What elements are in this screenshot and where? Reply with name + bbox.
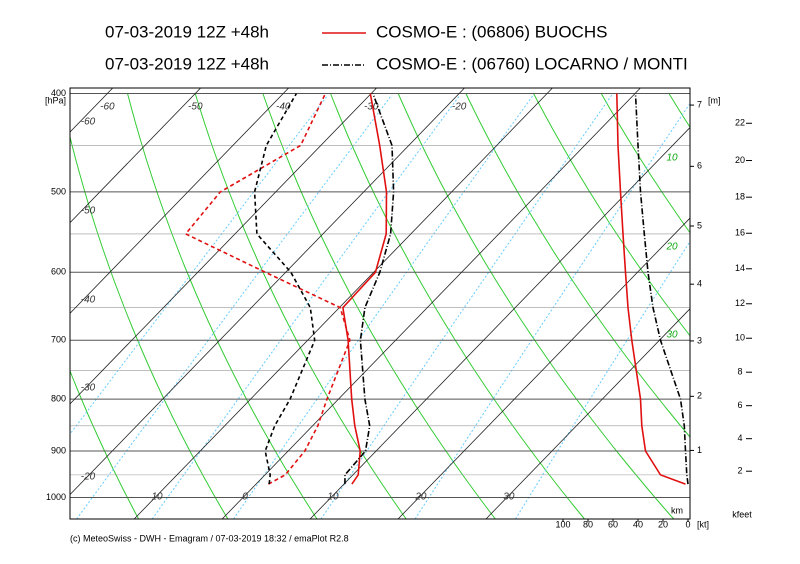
isotherm	[485, 308, 690, 519]
dry-adiabat	[126, 92, 318, 519]
dewpoint-profile	[184, 93, 351, 485]
kfeet-unit: kfeet	[732, 509, 752, 519]
isotherm	[397, 217, 690, 519]
dry-adiabat	[70, 134, 229, 519]
mixing-ratio-line	[70, 94, 329, 435]
background-grid	[0, 88, 800, 519]
isotherm	[221, 88, 641, 519]
dry-adiabat	[194, 92, 407, 519]
x-tick-label: 10	[152, 492, 164, 503]
wind-tick-label: 20	[658, 519, 668, 529]
dry-adiabat	[329, 92, 585, 519]
mixing-ratio-line	[414, 102, 690, 519]
top-isotherm-label: -50	[188, 102, 203, 113]
isotherm	[70, 88, 465, 496]
side-label: -40	[81, 295, 96, 306]
kfeet-tick-label: 12	[735, 298, 745, 308]
y-axis-label: [hPa]	[45, 95, 66, 105]
wind-tick-label: 0	[685, 519, 690, 529]
dry-adiabat	[465, 92, 690, 438]
km-tick-label: 1	[697, 445, 702, 455]
y-tick-label: 700	[51, 335, 66, 345]
x-tick-label: 20	[414, 492, 427, 503]
kfeet-tick-label: 4	[737, 433, 742, 443]
side-label: -30	[81, 383, 96, 394]
legend-run: 07-03-2019 12Z +48h	[105, 22, 269, 41]
kfeet-tick-label: 14	[735, 263, 745, 273]
dry-adiabat	[736, 93, 800, 519]
wind-tick-label: 40	[633, 519, 643, 529]
km-tick-label: 5	[697, 220, 702, 230]
kfeet-tick-label: 20	[735, 155, 745, 165]
top-isotherm-label: -40	[276, 102, 291, 113]
kfeet-tick-label: 16	[735, 228, 745, 238]
kfeet-tick-label: 22	[735, 118, 745, 128]
dry-adiabat	[262, 92, 496, 519]
km-tick-label: 3	[697, 335, 702, 345]
kfeet-tick-label: 2	[737, 466, 742, 476]
top-isotherm-label: -60	[100, 102, 115, 113]
side-label: -50	[81, 206, 96, 217]
dry-adiabat	[0, 93, 49, 519]
x-tick-label: 10	[327, 492, 339, 503]
kfeet-tick-label: 8	[737, 367, 742, 377]
wind-speed-profile	[616, 93, 686, 485]
mixing-ratio-line	[320, 94, 613, 519]
wind-unit: [kt]	[697, 519, 709, 529]
x-tick-label: 0	[242, 492, 248, 503]
legend-name: COSMO-E : (06806) BUOCHS	[376, 22, 607, 41]
side-label: -60	[81, 117, 96, 128]
km-tick-label: 6	[697, 161, 702, 171]
kfeet-tick-label: 10	[735, 333, 745, 343]
dry-adiabat	[600, 92, 690, 234]
isotherm	[70, 88, 377, 405]
wind-tick-label: 80	[583, 519, 593, 529]
x-tick-label: 30	[503, 492, 515, 503]
plot-frame	[69, 87, 691, 520]
legend-name: COSMO-E : (06760) LOCARNO / MONTI	[376, 54, 688, 73]
isotherm	[133, 88, 553, 519]
top-isotherm-label: -20	[452, 102, 467, 113]
y-tick-label: 400	[51, 88, 66, 98]
dry-adiabat	[397, 92, 675, 519]
y-tick-label: 800	[51, 393, 66, 403]
kfeet-tick-label: 6	[737, 400, 742, 410]
mixing-label: 10	[666, 153, 678, 164]
y-tick-label: 1000	[46, 492, 66, 502]
km-tick-label: 7	[697, 99, 702, 109]
mixing-label: 20	[665, 242, 678, 253]
km-tick-label: 4	[697, 279, 702, 289]
top-isotherm-label: -30	[364, 102, 379, 113]
mixing-ratio-line	[151, 94, 461, 519]
wind-tick-label: 60	[608, 519, 618, 529]
kfeet-tick-label: 18	[735, 192, 745, 202]
dry-adiabat	[70, 369, 140, 519]
y-tick-label: 600	[51, 267, 66, 277]
side-label: -20	[81, 472, 96, 483]
isotherm	[309, 126, 690, 519]
km-unit: km	[671, 505, 683, 515]
temperature-profile	[344, 93, 395, 485]
km-tick-label: 2	[697, 391, 702, 401]
footer: (c) MeteoSwiss - DWH - Emagram / 07-03-2…	[70, 533, 349, 543]
isotherm	[70, 88, 201, 224]
km-axis-label: [m]	[708, 95, 721, 105]
wind-speed-profile	[634, 93, 689, 485]
wind-tick-label: 100	[555, 519, 570, 529]
y-tick-label: 900	[51, 445, 66, 455]
temperature-profile	[342, 93, 388, 485]
isotherm	[70, 88, 289, 314]
dry-adiabat	[532, 92, 690, 337]
legend-run: 07-03-2019 12Z +48h	[105, 54, 269, 73]
mixing-label: 30	[666, 330, 678, 341]
y-tick-label: 500	[51, 186, 66, 196]
mixing-ratio-line	[233, 94, 534, 519]
dewpoint-profile	[253, 93, 316, 485]
